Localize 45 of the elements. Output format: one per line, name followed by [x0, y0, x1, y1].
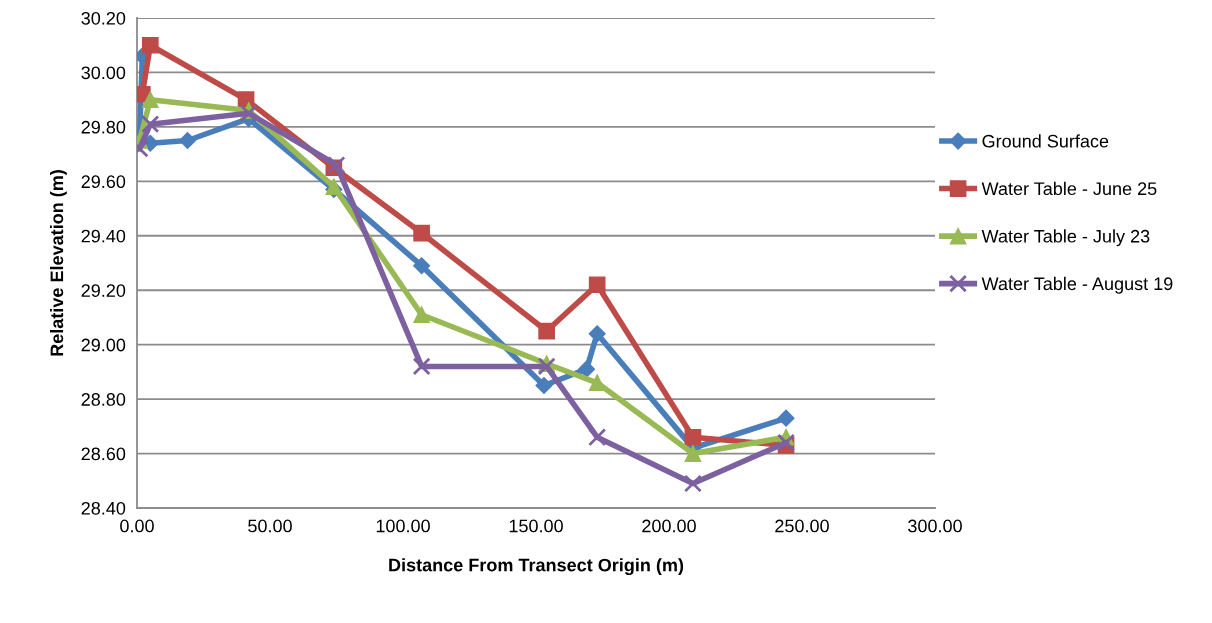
- point: [588, 276, 606, 294]
- y-tick-label: 29.80: [81, 120, 126, 134]
- point: [588, 325, 606, 343]
- x-axis-title: Distance From Transect Origin (m): [389, 558, 684, 576]
- x-tick-label: 100.00: [376, 519, 430, 533]
- point: [413, 224, 430, 242]
- point: [413, 306, 430, 324]
- y-tick-label: 28.60: [81, 447, 126, 461]
- point: [413, 257, 431, 275]
- x-tick-label: 150.00: [509, 519, 563, 533]
- legend-label: Water Table - August 19: [981, 276, 1173, 294]
- y-tick-label: 28.40: [81, 501, 126, 515]
- point: [538, 322, 555, 340]
- x-tick-label: 200.00: [642, 519, 696, 533]
- point: [588, 374, 606, 392]
- legend-label: Water Table - July 23: [981, 229, 1150, 247]
- point: [178, 131, 197, 150]
- y-tick-label: 29.20: [81, 284, 126, 297]
- point: [141, 91, 159, 109]
- point: [412, 357, 431, 376]
- legend-label: Ground Surface: [982, 134, 1109, 148]
- y-tick-label: 30.20: [81, 11, 126, 25]
- point: [327, 155, 346, 175]
- x-tick-label: 50.00: [248, 519, 292, 533]
- point: [239, 104, 258, 123]
- x-tick-label: 300.00: [908, 519, 962, 533]
- x-tick-label: 0.00: [120, 519, 154, 533]
- point: [777, 409, 795, 427]
- point: [683, 474, 702, 493]
- point: [535, 376, 553, 395]
- y-axis-title: Relative Elevation (m): [49, 170, 67, 356]
- y-tick-label: 29.00: [81, 338, 126, 352]
- y-tick-label: 30.00: [81, 66, 126, 80]
- point: [777, 433, 796, 452]
- point: [141, 115, 160, 134]
- legend-label: Water Table - June 25: [981, 181, 1157, 196]
- x-tick-label: 250.00: [775, 519, 829, 533]
- point: [684, 428, 702, 446]
- point: [588, 428, 607, 447]
- y-tick-label: 29.60: [81, 175, 126, 189]
- y-tick-label: 29.40: [81, 229, 126, 243]
- point: [577, 360, 596, 378]
- point: [141, 36, 159, 54]
- point: [684, 445, 702, 462]
- y-tick-label: 28.80: [81, 393, 126, 406]
